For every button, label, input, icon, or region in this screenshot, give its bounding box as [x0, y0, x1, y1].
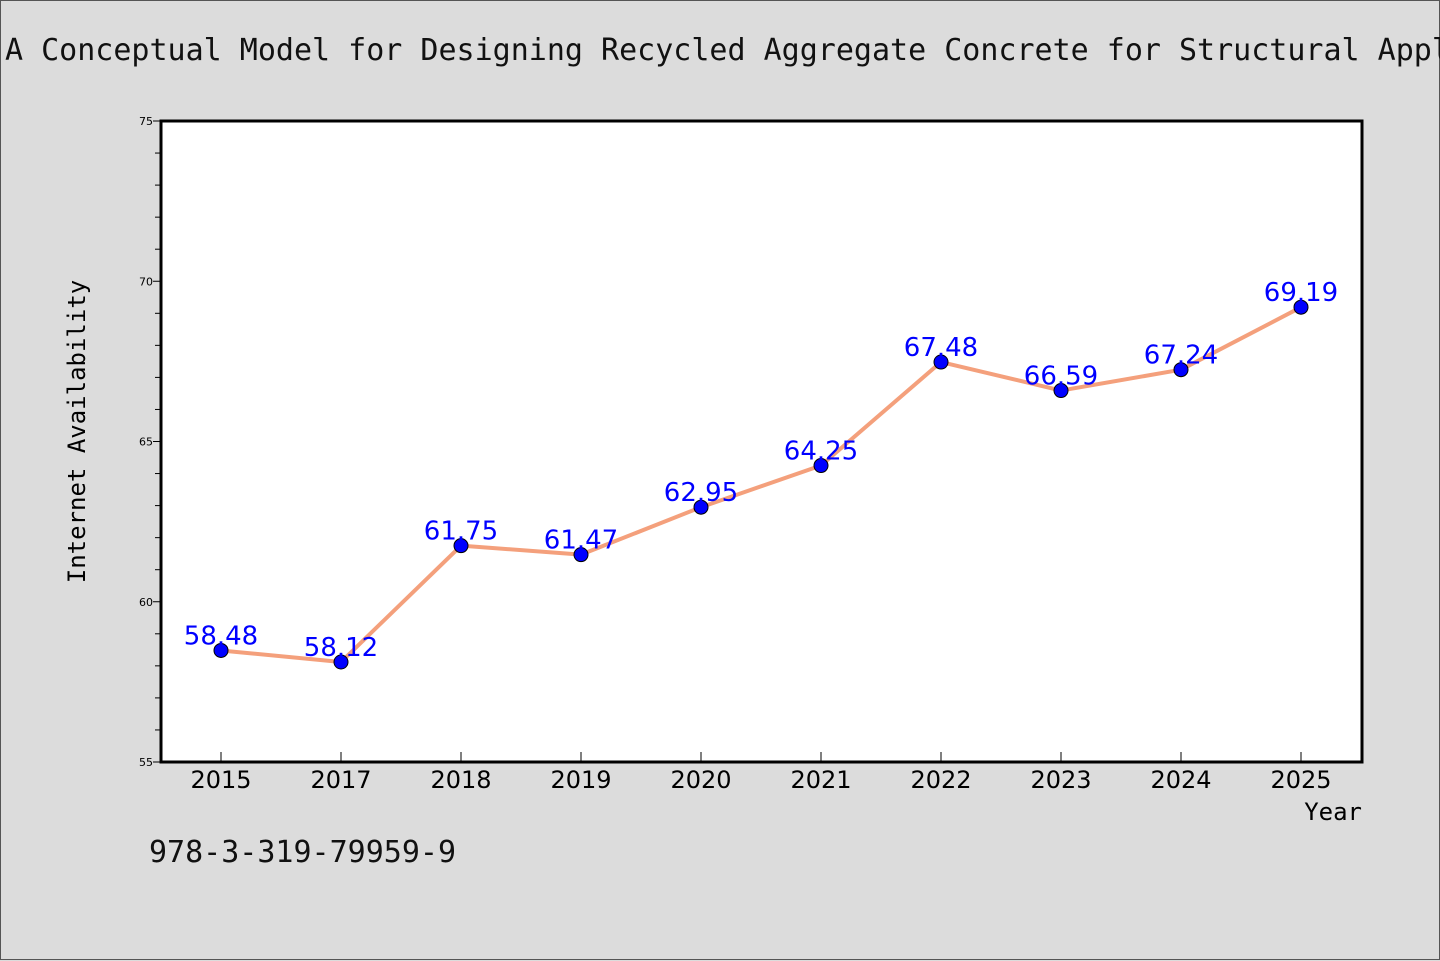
data-markers — [213, 299, 1309, 670]
y-axis-label: Internet Availability — [63, 280, 91, 583]
plot-area — [159, 119, 1364, 764]
data-label: 61.75 — [424, 517, 498, 547]
data-point — [573, 547, 589, 563]
x-axis: 2015 2017 2018 2019 2020 2021 2022 2023 2024 2025 — [190, 752, 1332, 794]
y-tick-label: 60 — [139, 596, 153, 609]
x-tick-label: 2025 — [1270, 766, 1331, 794]
y-tick-label: 75 — [139, 115, 153, 128]
data-point — [213, 642, 229, 658]
x-tick-label: 2019 — [550, 766, 611, 794]
data-label: 58.48 — [184, 621, 258, 651]
y-tick-label: 70 — [139, 275, 153, 288]
isbn-text: 978-3-319-79959-9 — [149, 835, 457, 870]
data-label: 58.12 — [304, 633, 378, 663]
data-label: 61.47 — [544, 526, 618, 556]
x-tick-label: 2021 — [790, 766, 851, 794]
x-axis-label: Year — [1304, 798, 1362, 826]
data-label: 67.24 — [1144, 341, 1218, 371]
data-label: 67.48 — [904, 333, 978, 363]
data-point — [333, 654, 349, 670]
data-point — [693, 499, 709, 515]
x-tick-label: 2020 — [670, 766, 731, 794]
data-label: 64.25 — [784, 437, 858, 467]
y-axis: 55 60 65 70 75 — [139, 115, 161, 769]
data-point — [1173, 362, 1189, 378]
data-point — [813, 458, 829, 474]
data-point — [453, 538, 469, 554]
x-tick-label: 2022 — [910, 766, 971, 794]
data-label: 66.59 — [1024, 362, 1098, 392]
x-tick-label: 2023 — [1030, 766, 1091, 794]
data-label: 62.95 — [664, 478, 738, 508]
y-tick-label: 55 — [139, 756, 153, 769]
x-tick-label: 2015 — [190, 766, 251, 794]
data-point — [1053, 383, 1069, 399]
data-label: 69.19 — [1264, 278, 1338, 308]
x-tick-label: 2017 — [310, 766, 371, 794]
data-labels: 58.48 58.12 61.75 61.47 62.95 64.25 67.48 66.59… — [184, 278, 1338, 663]
chart-title: A Conceptual Model for Designing Recycle… — [5, 33, 1440, 68]
data-point — [933, 354, 949, 370]
x-tick-label: 2018 — [430, 766, 491, 794]
x-tick-label: 2024 — [1150, 766, 1211, 794]
series-line — [220, 305, 1302, 665]
y-tick-label: 65 — [139, 436, 153, 449]
data-point — [1293, 299, 1309, 315]
